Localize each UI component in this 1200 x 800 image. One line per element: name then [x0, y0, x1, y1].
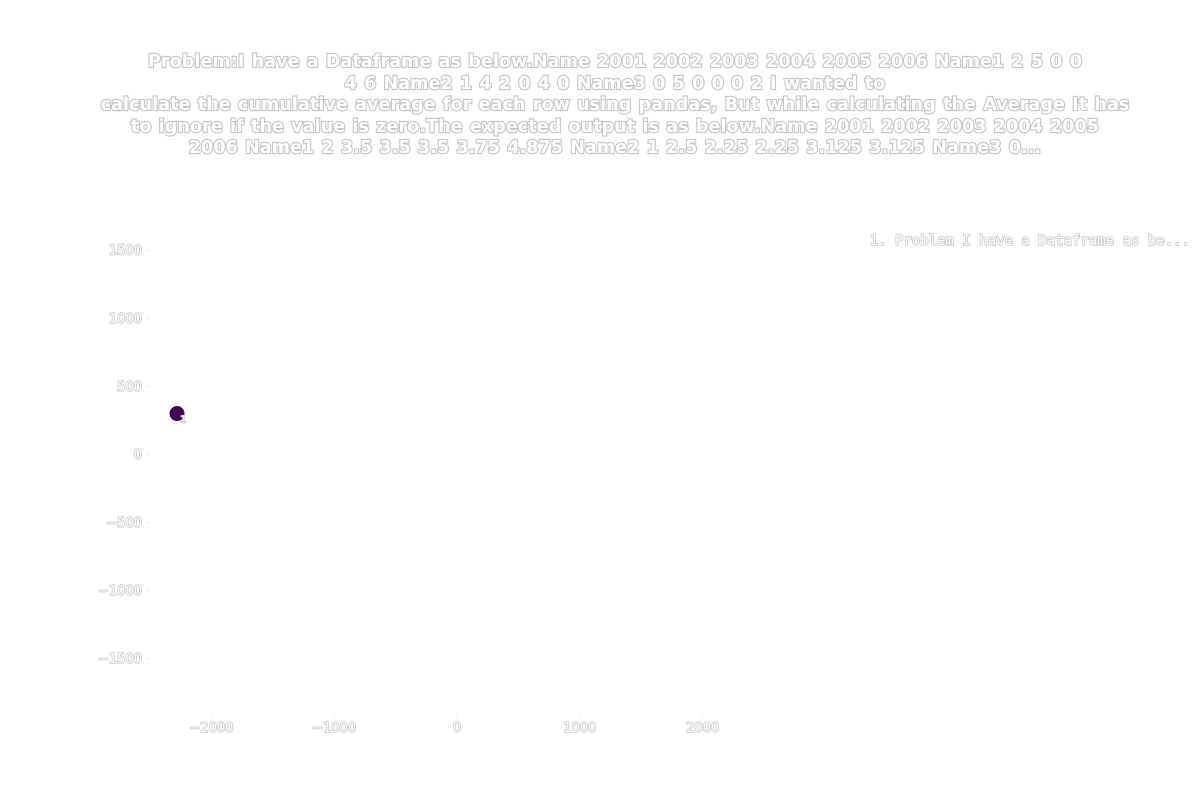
- y-tick-label: −1000: [98, 584, 142, 599]
- chart-title-line-1: Problem:I have a Dataframe as below.Name…: [147, 51, 1083, 73]
- y-tick-label: 1000: [109, 312, 142, 327]
- data-point-label: 1: [180, 415, 186, 426]
- y-tick-label: 1500: [109, 244, 142, 259]
- legend: 1. Problem I have a Dataframe as be...: [869, 232, 1191, 250]
- y-tick-label: 0: [134, 448, 142, 463]
- chart-title-line-5: 2006 Name1 2 3.5 3.5 3.5 3.75 4.875 Name…: [188, 137, 1043, 159]
- x-tick-label: 1000: [563, 721, 596, 736]
- y-tick-label: 500: [117, 380, 142, 395]
- x-tick-label: 0: [453, 721, 461, 736]
- y-axis: 1500 1000 500 0 −500 −1000 −1500: [97, 243, 150, 668]
- x-tick-label: −1000: [312, 721, 356, 736]
- chart-title-line-2: 4 6 Name2 1 4 2 0 4 0 Name3 0 5 0 0 0 2 …: [343, 72, 886, 94]
- x-tick-label: 2000: [686, 721, 719, 736]
- chart-title-line-4: to ignore if the value is zero.The expec…: [130, 115, 1100, 137]
- data-point[interactable]: [169, 406, 185, 422]
- y-tick-label: −1500: [98, 652, 142, 667]
- x-axis: −2000 −1000 0 1000 2000: [189, 713, 720, 737]
- y-tick-label: −500: [106, 516, 142, 531]
- x-tick-label: −2000: [189, 721, 233, 736]
- data-points: 1: [169, 406, 187, 426]
- chart-title: Problem:I have a Dataframe as below.Name…: [40, 51, 1190, 160]
- chart-title-line-3: calculate the cumulative average for eac…: [99, 94, 1130, 116]
- legend-entry: 1. Problem I have a Dataframe as be...: [870, 233, 1190, 249]
